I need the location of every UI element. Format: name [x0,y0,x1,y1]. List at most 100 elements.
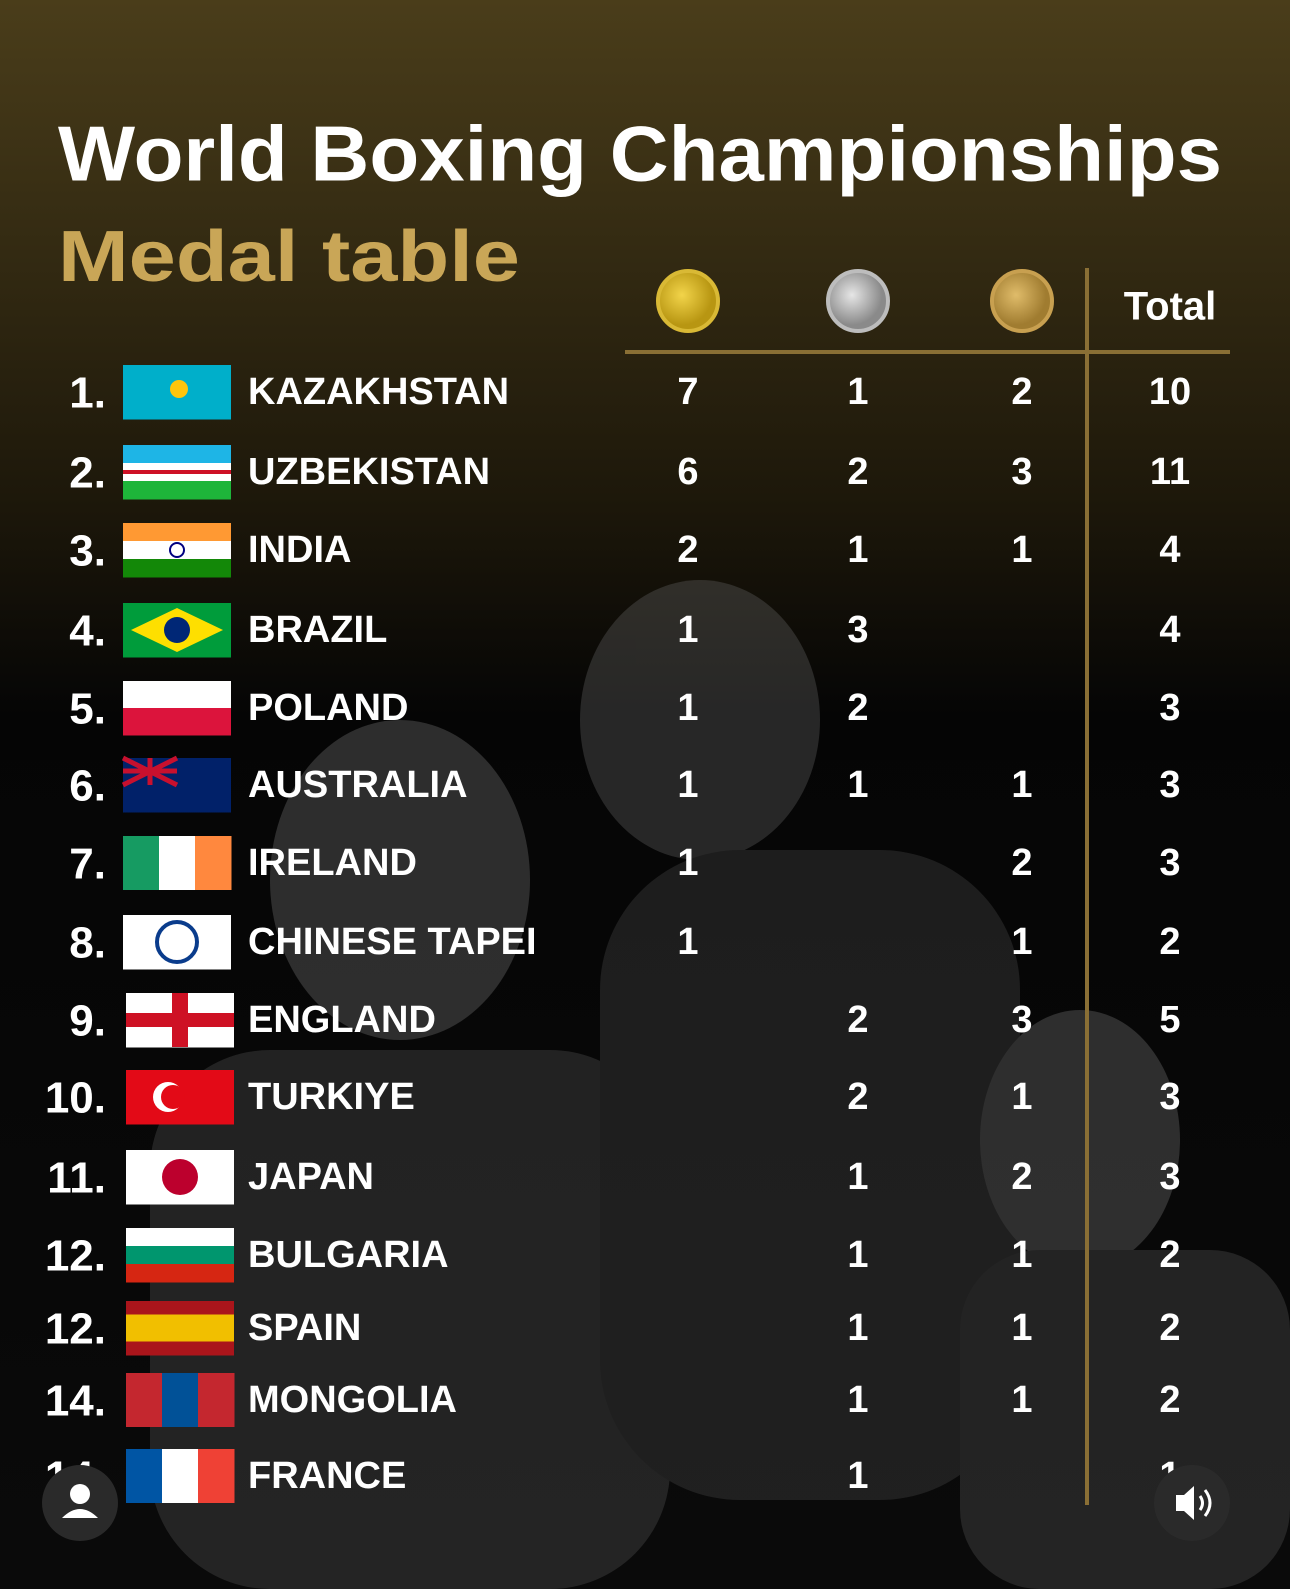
rank: 3. [69,527,106,576]
silver-count: 2 [847,451,868,493]
silver-count: 1 [847,1307,868,1349]
flag-stripe [126,1301,234,1315]
silver-count: 1 [847,1156,868,1198]
gold-count: 1 [677,609,698,651]
silver-count: 2 [847,687,868,729]
sound-icon [1176,1486,1194,1520]
country-name: ENGLAND [248,999,436,1041]
flag-stripe [126,1341,234,1356]
country-name: MONGOLIA [248,1379,457,1421]
gold-medal-icon [656,269,720,333]
country-name: BULGARIA [248,1234,449,1276]
bronze-medal-icon [990,269,1054,333]
country-name: INDIA [248,529,351,571]
rank: 12. [45,1305,106,1354]
country-name: UZBEKISTAN [248,451,490,493]
flag-stripe [126,1228,234,1247]
flag-stripe [123,836,160,890]
total-count: 5 [1159,999,1180,1041]
gold-count: 6 [677,451,698,493]
rank: 2. [69,449,106,498]
flag-stripe [123,541,231,560]
title: World Boxing Championships [58,110,1222,198]
gold-count: 2 [677,529,698,571]
flag-stripe [123,445,231,464]
flag-stripe [123,559,231,578]
gold-count: 1 [677,842,698,884]
rank: 14. [45,1377,106,1426]
flag-stripe [126,1246,234,1265]
rank: 9. [69,997,106,1046]
rank: 12. [45,1232,106,1281]
total-count: 3 [1159,764,1180,806]
rank: 5. [69,685,106,734]
flag-stripe [162,1373,199,1427]
profile-icon-body [62,1509,98,1518]
rank: 6. [69,762,106,811]
flag-stripe [198,1373,235,1427]
silver-count: 1 [847,529,868,571]
flag-emblem [169,542,185,558]
country-name: POLAND [248,687,408,729]
flag-stripe [126,1264,234,1283]
silver-count: 1 [847,1379,868,1421]
total-count: 4 [1159,529,1180,571]
bronze-count: 1 [1011,529,1032,571]
flag-stripe [123,708,231,736]
flag-stripe [126,1373,163,1427]
bronze-count: 3 [1011,451,1032,493]
gold-count: 7 [677,371,698,413]
profile-icon [70,1484,90,1504]
silver-count: 1 [847,1234,868,1276]
total-count: 4 [1159,609,1180,651]
total-count: 2 [1159,921,1180,963]
total-count: 2 [1159,1307,1180,1349]
rank: 1. [69,369,106,418]
country-name: IRELAND [248,842,417,884]
silver-count: 3 [847,609,868,651]
country-name: JAPAN [248,1156,374,1198]
total-count: 3 [1159,1076,1180,1118]
rows: 1. KAZAKHSTAN 7 1 2 102. UZBEKISTAN 6 2 3 113. INDI… [45,365,1191,1503]
total-count: 3 [1159,842,1180,884]
total-count: 2 [1159,1379,1180,1421]
bronze-count: 1 [1011,1307,1032,1349]
country-name: SPAIN [248,1307,361,1349]
bronze-count: 1 [1011,1379,1032,1421]
flag-emblem [170,380,188,398]
bronze-count: 1 [1011,764,1032,806]
flag-stripe [123,481,231,500]
total-count: 3 [1159,1156,1180,1198]
silver-count: 1 [847,371,868,413]
gold-count: 1 [677,687,698,729]
silver-count: 2 [847,1076,868,1118]
flag-stripe [126,1314,234,1329]
country-name: FRANCE [248,1455,406,1497]
flag-emblem [155,920,199,964]
flag-stripe [198,1449,235,1503]
sound-waves [1198,1489,1212,1517]
country-name: CHINESE TAPEI [248,921,537,963]
total-count: 10 [1149,371,1191,413]
country-name: TURKIYE [248,1076,415,1118]
flag-stripe [123,681,231,709]
flag-stripe [123,523,231,542]
bronze-count: 2 [1011,842,1032,884]
bronze-count: 1 [1011,1234,1032,1276]
country-name: BRAZIL [248,609,387,651]
flag-stripe [162,1449,199,1503]
bronze-count: 1 [1011,921,1032,963]
total-count: 3 [1159,687,1180,729]
rank: 8. [69,919,106,968]
flag-stripe [123,470,231,474]
silver-count: 1 [847,1455,868,1497]
flag-cross [126,1013,234,1027]
flag-stripe [159,836,196,890]
flag-emblem [161,1085,185,1109]
bronze-count: 2 [1011,1156,1032,1198]
rank: 7. [69,840,106,889]
flag-stripe [126,1449,163,1503]
flag-stripe [195,836,232,890]
